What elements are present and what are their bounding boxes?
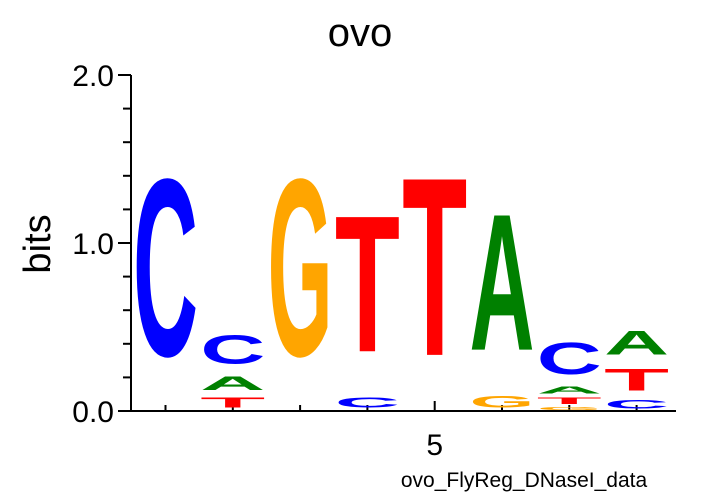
- logo-letter-t: T: [537, 396, 602, 406]
- logo-letter-g: G: [470, 392, 535, 411]
- y-tick-label: 1.0: [72, 228, 114, 261]
- svg-text:T: T: [402, 125, 467, 410]
- logo-letter-g: G: [537, 406, 602, 411]
- svg-text:A: A: [200, 372, 265, 394]
- logo-letter-c: C: [133, 127, 198, 410]
- svg-text:T: T: [335, 176, 400, 393]
- logo-letter-a: A: [200, 372, 265, 394]
- logo-letter-c: C: [604, 398, 669, 411]
- svg-text:A: A: [537, 384, 602, 396]
- logo-letter-a: A: [470, 175, 535, 392]
- svg-text:A: A: [604, 324, 669, 362]
- y-axis-label: bits: [17, 214, 59, 273]
- logo-letter-t: T: [604, 362, 669, 397]
- chart-title: ovo: [328, 11, 393, 55]
- logo-letter-c: C: [335, 394, 400, 411]
- y-tick-label: 0.0: [72, 396, 114, 429]
- svg-text:G: G: [537, 406, 602, 411]
- logo-letter-g: G: [268, 126, 333, 409]
- svg-text:T: T: [537, 396, 602, 406]
- svg-text:C: C: [200, 327, 265, 372]
- logo-letter-t: T: [402, 125, 467, 410]
- svg-text:G: G: [268, 126, 333, 409]
- y-tick-label: 2.0: [72, 60, 114, 93]
- svg-text:C: C: [537, 334, 602, 384]
- svg-text:T: T: [604, 362, 669, 397]
- footer-label: ovo_FlyReg_DNaseI_data: [401, 469, 648, 492]
- svg-text:C: C: [335, 394, 400, 411]
- svg-text:C: C: [133, 127, 198, 410]
- svg-text:T: T: [200, 394, 265, 411]
- x-tick-label: 5: [426, 429, 443, 462]
- logo-letter-t: T: [200, 394, 265, 411]
- svg-text:G: G: [470, 392, 535, 411]
- logo-letter-c: C: [537, 334, 602, 384]
- svg-text:A: A: [470, 175, 535, 392]
- logo-letter-t: T: [335, 176, 400, 393]
- logo-letter-c: C: [200, 327, 265, 372]
- logo-letter-a: A: [537, 384, 602, 396]
- svg-text:C: C: [604, 398, 669, 411]
- logo-letter-a: A: [604, 324, 669, 362]
